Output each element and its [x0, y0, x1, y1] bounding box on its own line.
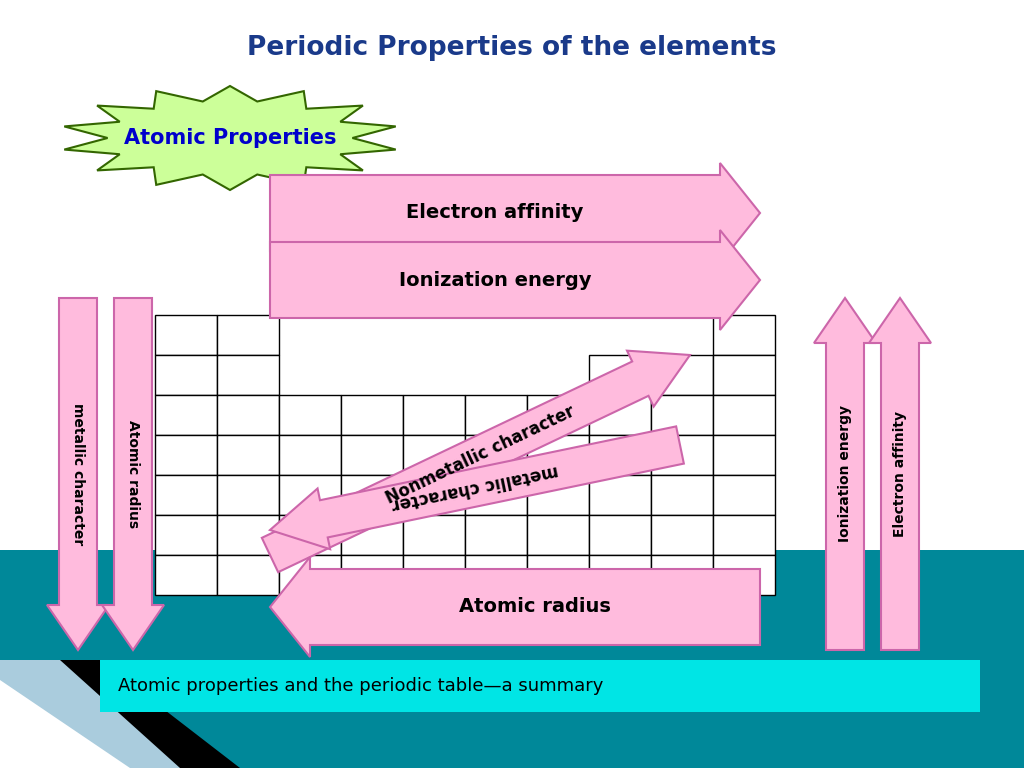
Bar	[279, 515, 341, 555]
Bar	[279, 435, 341, 475]
Text: Atomic Properties: Atomic Properties	[124, 128, 336, 148]
Polygon shape	[270, 230, 760, 330]
Bar	[713, 435, 775, 475]
Bar	[713, 355, 775, 395]
Bar	[403, 515, 465, 555]
Polygon shape	[102, 298, 164, 650]
Bar	[589, 515, 651, 555]
Bar	[589, 435, 651, 475]
Bar	[341, 515, 403, 555]
Bar	[651, 515, 713, 555]
Text: Periodic Properties of the elements: Periodic Properties of the elements	[247, 35, 777, 61]
Bar	[465, 435, 527, 475]
Bar	[217, 515, 279, 555]
Polygon shape	[262, 351, 690, 572]
Bar	[279, 395, 341, 435]
Bar	[155, 475, 217, 515]
Bar	[713, 475, 775, 515]
Bar	[713, 555, 775, 595]
Bar	[589, 355, 651, 395]
Bar	[527, 555, 589, 595]
Polygon shape	[270, 163, 760, 263]
Polygon shape	[47, 298, 109, 650]
Bar	[0, 550, 1024, 768]
Bar	[527, 515, 589, 555]
Text: Electron affinity: Electron affinity	[407, 204, 584, 223]
Bar	[279, 555, 341, 595]
Bar	[217, 395, 279, 435]
Polygon shape	[270, 426, 684, 549]
Bar	[341, 555, 403, 595]
Bar	[589, 475, 651, 515]
Bar	[100, 660, 980, 712]
Bar	[589, 555, 651, 595]
Bar	[527, 395, 589, 435]
Bar	[465, 515, 527, 555]
Bar	[527, 475, 589, 515]
Bar	[403, 395, 465, 435]
Bar	[217, 315, 279, 355]
Bar	[341, 395, 403, 435]
Bar	[651, 395, 713, 435]
Bar	[279, 475, 341, 515]
Bar	[403, 555, 465, 595]
Bar	[403, 435, 465, 475]
Bar	[403, 595, 465, 619]
Bar	[155, 355, 217, 395]
Bar	[713, 515, 775, 555]
Bar	[651, 555, 713, 595]
Bar	[155, 395, 217, 435]
Text: Atomic radius: Atomic radius	[459, 598, 611, 617]
Bar	[651, 355, 713, 395]
Polygon shape	[65, 86, 395, 190]
Polygon shape	[0, 680, 130, 768]
Bar	[465, 475, 527, 515]
Bar	[403, 475, 465, 515]
Bar	[713, 315, 775, 355]
Text: Ionization energy: Ionization energy	[398, 270, 591, 290]
Text: Nonmetallic character: Nonmetallic character	[383, 402, 578, 508]
Bar	[155, 435, 217, 475]
Bar	[589, 395, 651, 435]
Bar	[217, 475, 279, 515]
Text: Ionization energy: Ionization energy	[838, 406, 852, 542]
Text: metallic character: metallic character	[71, 403, 85, 545]
Text: Atomic radius: Atomic radius	[126, 420, 140, 528]
Bar	[651, 435, 713, 475]
Bar	[217, 555, 279, 595]
Text: Atomic properties and the periodic table—a summary: Atomic properties and the periodic table…	[118, 677, 603, 695]
Polygon shape	[0, 660, 240, 768]
Bar	[155, 515, 217, 555]
Bar	[713, 395, 775, 435]
Bar	[341, 475, 403, 515]
Text: Electron affinity: Electron affinity	[893, 411, 907, 537]
Bar	[155, 315, 217, 355]
Polygon shape	[814, 298, 876, 650]
Polygon shape	[869, 298, 931, 650]
Bar	[217, 435, 279, 475]
Polygon shape	[0, 660, 180, 768]
Bar	[341, 435, 403, 475]
Bar	[465, 395, 527, 435]
Bar	[651, 475, 713, 515]
Polygon shape	[270, 557, 760, 657]
Text: metallic character: metallic character	[390, 462, 560, 514]
Bar	[217, 355, 279, 395]
Bar	[465, 555, 527, 595]
Bar	[527, 435, 589, 475]
Bar	[155, 555, 217, 595]
